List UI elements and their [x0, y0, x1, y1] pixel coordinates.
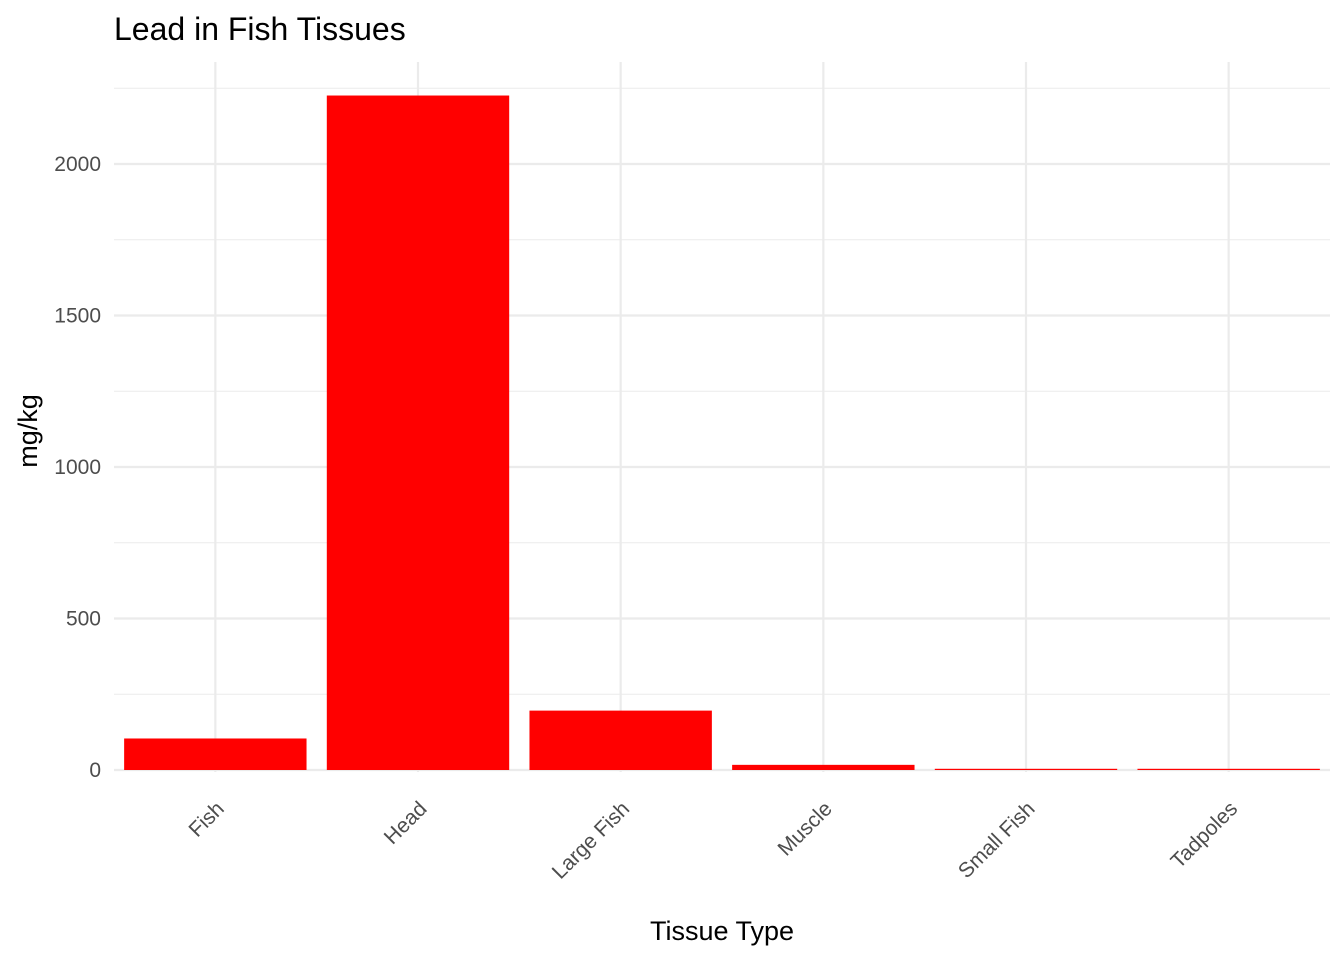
y-tick-label: 2000: [54, 153, 101, 176]
bar-muscle: [732, 764, 915, 770]
bar-small-fish: [934, 768, 1118, 770]
y-axis-ticks: 0 500 1000 1500 2000: [54, 153, 101, 782]
y-tick-label: 0: [89, 759, 101, 782]
chart-title: Lead in Fish Tissues: [114, 11, 406, 47]
y-tick-label: 1500: [54, 305, 101, 328]
x-axis-ticks: Fish Head Large Fish Muscle Small Fish Tadpol…: [185, 797, 1243, 883]
x-tick-label: Tadpoles: [1166, 797, 1242, 873]
bars: [124, 95, 1320, 771]
x-tick-label: Fish: [185, 797, 229, 841]
bar-tadpoles: [1137, 768, 1320, 770]
x-axis-title: Tissue Type: [650, 916, 794, 946]
y-axis-title: mg/kg: [13, 394, 43, 468]
y-tick-label: 1000: [54, 456, 101, 479]
bar-head: [326, 95, 510, 771]
y-tick-label: 500: [66, 608, 101, 631]
bar-fish: [124, 738, 307, 770]
x-tick-label: Head: [380, 797, 432, 849]
grid: [114, 62, 1330, 772]
bar-large-fish: [529, 710, 712, 770]
x-tick-label: Small Fish: [954, 797, 1040, 883]
x-tick-label: Large Fish: [548, 797, 634, 883]
x-tick-label: Muscle: [774, 797, 837, 860]
